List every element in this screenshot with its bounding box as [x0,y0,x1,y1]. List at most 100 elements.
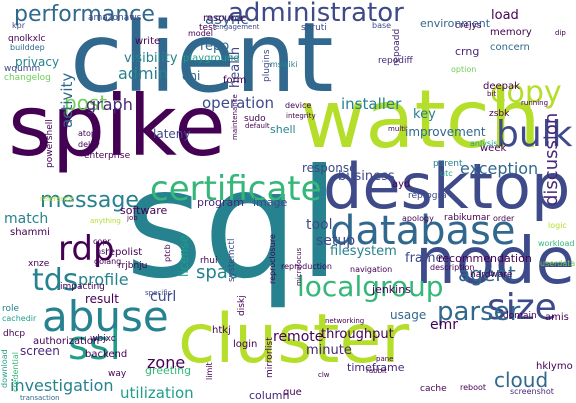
word: performance [14,2,155,27]
word: space [196,262,249,283]
word: curl [150,289,177,305]
word: remote [273,329,324,345]
word: recommendation [438,252,532,265]
word: ayd [392,179,411,190]
word: wqumm [4,64,41,74]
word: workload [538,239,575,248]
word: credential [11,352,20,392]
word: reprogra [408,191,447,201]
word: atop [78,129,97,138]
word: write [135,36,161,47]
word: crng [455,45,480,58]
word: parser [437,297,521,327]
word: model [188,29,213,38]
word: role [2,304,20,314]
word: rabbit [366,367,387,375]
word: maintenance [231,94,239,140]
word: dip [555,29,566,37]
word: abuse [42,292,169,341]
word: desktop [323,150,571,223]
word: post [64,91,108,115]
word: domain [503,311,537,321]
word: nsl [96,247,108,256]
word: enterprise [84,151,131,161]
word: integrity [286,112,316,120]
word: specific [145,289,172,297]
word: logic [548,221,567,230]
word: multi [388,125,406,133]
word: download [0,349,9,388]
word: userdata [540,259,576,268]
word: ptcb [163,244,172,262]
word: plugins [262,49,272,82]
word: operation [202,94,275,112]
word: admin [118,64,169,83]
word: running [521,99,549,107]
word: wbjxc [90,334,116,344]
word: watch [300,73,541,166]
word: jenkins [372,283,411,296]
word: program [197,196,244,209]
word: concern [490,42,530,53]
word: repodiff [378,56,413,66]
word: navigation [350,265,393,274]
word: usage [390,308,427,322]
word: pane [376,355,394,363]
word: xnze [28,259,50,269]
word: crejys [455,21,482,31]
word: week [480,143,507,154]
word: sudo [244,114,266,124]
word: rhui [200,256,218,266]
word: size [487,287,557,328]
word: environment [420,17,491,30]
word: business [338,169,395,184]
word: administrator [228,0,404,28]
word: playground [183,53,240,64]
word: mirrorlist [265,337,275,378]
word: rabikumar [444,213,491,223]
word: copr [93,237,111,246]
word: tool [306,217,333,233]
word: bulk [496,114,573,155]
word: screen [20,344,60,358]
word: match [4,211,49,227]
word: investigation [10,376,114,395]
word: cloud [494,368,549,392]
word: parent [433,159,463,169]
word: base [372,21,392,30]
word: authorization [33,336,100,347]
word: profile [78,270,129,289]
word: async [205,10,249,28]
word: localgroup [297,270,444,303]
word: timeframe [347,361,405,374]
word: sql [125,138,341,312]
word: backend [85,349,128,360]
word: cachedir [2,314,37,323]
word: filesystem [330,244,397,259]
word: activity [58,72,76,128]
word: engagement [215,23,260,31]
word: kpr [12,21,25,30]
word: device [285,101,312,110]
word: way [108,369,127,379]
word: license [177,235,191,277]
word: utc [440,169,453,178]
word: copy [490,75,562,110]
word: changelog [4,73,51,83]
word: memory [490,27,532,38]
word: golang [94,257,122,266]
word: privacy [15,55,60,69]
word: cache [420,384,447,394]
word: software [120,204,168,217]
word: message [40,188,139,213]
word: column [249,389,290,402]
word: builddep [10,43,45,52]
word: ssl [68,323,121,369]
word: screenshot [510,387,554,396]
word: improvement [405,125,486,139]
word: anlysis [470,139,498,148]
word: visibility [124,51,178,66]
word: deepak [483,81,520,92]
word: amazonaws [88,13,142,23]
word: diskj [237,295,247,316]
